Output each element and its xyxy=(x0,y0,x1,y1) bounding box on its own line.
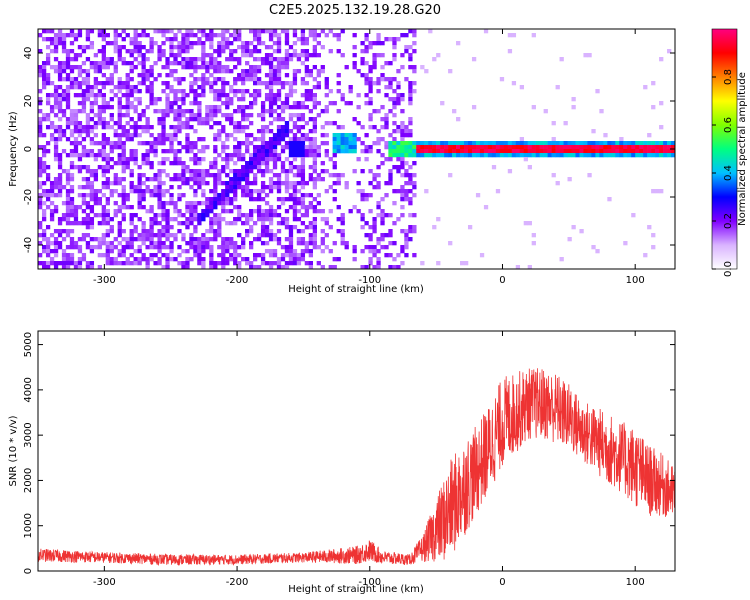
spectrogram-x-tick-label: 100 xyxy=(626,275,645,286)
spectrogram-y-tick-label: -40 xyxy=(23,237,34,253)
colorbar-ticks: 0.00.20.40.60.8 xyxy=(711,28,738,277)
snr-x-tick-label: -100 xyxy=(358,577,381,588)
spectrogram-x-tick-label: -300 xyxy=(93,275,116,286)
colorbar-tick-label: 0.2 xyxy=(723,213,734,229)
snr-ylabel: SNR (10 * v/v) xyxy=(8,415,19,486)
spectrogram-y-tick-label: -20 xyxy=(23,189,34,205)
spectrogram-xlabel: Height of straight line (km) xyxy=(288,284,424,295)
spectrogram-x-tick-label: 0 xyxy=(499,275,505,286)
snr-xlabel: Height of straight line (km) xyxy=(288,584,424,595)
spectrogram-cells xyxy=(38,29,676,270)
spectrogram-y-tick-label: 0 xyxy=(23,146,34,152)
snr-series-line xyxy=(37,368,676,567)
spectrogram-ylabel: Frequency (Hz) xyxy=(8,111,19,187)
snr-x-tick-label: -200 xyxy=(226,577,249,588)
colorbar-label: Normalized spectral amplitude xyxy=(737,72,748,226)
spectrogram-frame xyxy=(37,28,676,270)
snr-x-tick-label: 100 xyxy=(626,577,645,588)
spectrogram-y-tick-label: 20 xyxy=(23,95,34,108)
snr-x-tick-label: 0 xyxy=(499,577,505,588)
snr-y-tick-label: 5000 xyxy=(23,332,34,357)
colorbar-gradient xyxy=(712,29,737,269)
chart-title: C2E5.2025.132.19.28.G20 xyxy=(269,3,441,18)
spectrogram-x-tick-label: -200 xyxy=(226,275,249,286)
snr-x-tick-label: -300 xyxy=(93,577,116,588)
colorbar-tick-label: 0.6 xyxy=(723,117,734,133)
colorbar-frame xyxy=(711,28,738,270)
colorbar: 0.00.20.40.60.8 Normalized spectral ampl… xyxy=(711,28,748,277)
colorbar-tick-label: 0.8 xyxy=(723,69,734,85)
snr-y-tick-label: 0 xyxy=(23,568,34,574)
snr-y-tick-label: 2000 xyxy=(23,468,34,493)
snr-y-tick-label: 3000 xyxy=(23,422,34,447)
colorbar-tick-label: 0.4 xyxy=(723,165,734,181)
snr-frame xyxy=(37,330,676,572)
spectrogram-y-tick-label: 40 xyxy=(23,47,34,60)
snr-y-tick-label: 4000 xyxy=(23,377,34,402)
spectrogram-x-tick-label: -100 xyxy=(358,275,381,286)
snr-y-tick-label: 1000 xyxy=(23,513,34,538)
